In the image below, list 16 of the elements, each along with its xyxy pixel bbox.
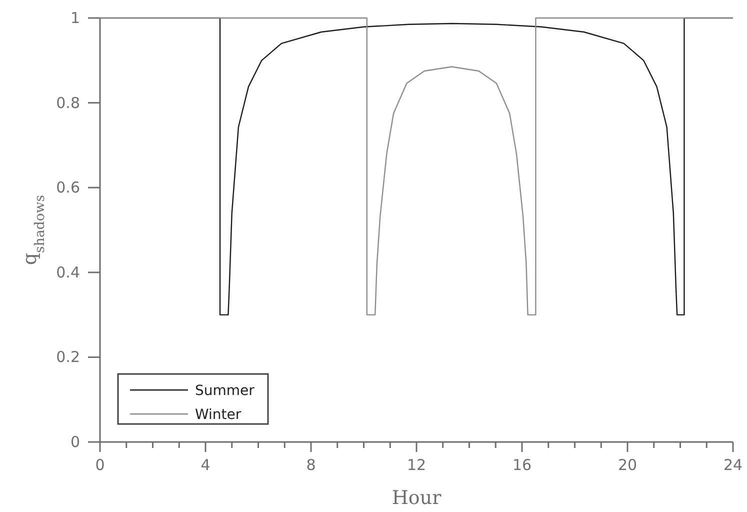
y-tick-label: 0.6 [56, 178, 80, 197]
x-tick-label: 8 [306, 456, 316, 474]
x-tick-label: 0 [95, 456, 105, 474]
y-tick-label: 0 [70, 433, 80, 451]
y-tick-label: 0.2 [56, 348, 80, 366]
x-tick-label: 24 [723, 456, 743, 474]
x-tick-label: 12 [406, 456, 426, 474]
x-axis-title: Hour [392, 487, 442, 509]
x-tick-label: 20 [618, 456, 638, 474]
legend-label: Summer [195, 383, 255, 399]
x-tick-label: 16 [512, 456, 532, 474]
x-tick-label: 4 [200, 456, 210, 474]
y-tick-label: 0.4 [56, 263, 80, 282]
y-tick-label: 1 [70, 9, 80, 27]
y-tick-label: 0.8 [56, 94, 80, 112]
legend-label: Winter [195, 407, 242, 423]
